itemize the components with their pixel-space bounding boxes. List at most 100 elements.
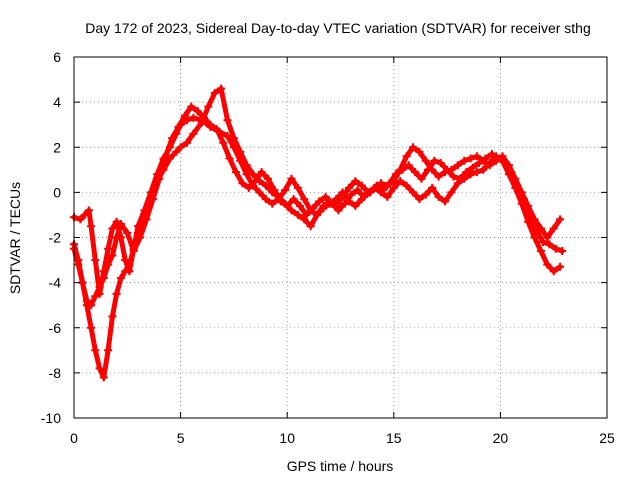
data-point-marker <box>430 156 439 165</box>
data-point-marker <box>543 260 552 269</box>
data-point-marker <box>104 244 113 253</box>
data-point-marker <box>449 172 458 181</box>
data-point-marker <box>104 346 113 355</box>
data-point-marker <box>551 244 560 253</box>
data-point-marker <box>532 226 541 235</box>
data-point-marker <box>347 190 356 199</box>
axis-ticks <box>73 56 608 419</box>
data-point-marker <box>219 138 228 147</box>
data-point-marker <box>183 138 191 147</box>
data-point-marker <box>460 156 469 165</box>
data-point-marker <box>264 174 272 183</box>
data-point-marker <box>530 233 539 242</box>
series-track-c <box>70 102 567 310</box>
x-tick-label: 20 <box>493 430 509 446</box>
data-point-marker <box>121 256 130 265</box>
data-point-marker <box>351 177 360 186</box>
data-point-marker <box>116 274 125 283</box>
data-point-marker <box>244 183 253 192</box>
x-tick-label: 5 <box>177 430 185 446</box>
data-point-marker <box>238 179 247 188</box>
data-point-marker <box>306 222 315 231</box>
data-point-marker <box>402 181 411 190</box>
data-point-marker <box>125 260 134 269</box>
data-point-marker <box>385 179 394 188</box>
data-point-marker <box>206 120 215 129</box>
data-point-marker <box>391 170 400 179</box>
data-point-marker <box>276 197 285 206</box>
data-point-marker <box>91 292 100 301</box>
data-point-marker <box>441 197 449 206</box>
y-tick-label: -8 <box>49 365 62 381</box>
data-point-marker <box>366 188 375 197</box>
data-point-marker <box>129 247 138 255</box>
data-point-marker <box>494 154 503 163</box>
data-point-marker <box>108 251 117 260</box>
data-point-marker <box>328 199 336 208</box>
data-point-marker <box>223 116 232 125</box>
data-point-marker <box>455 174 464 183</box>
data-point-marker <box>287 174 296 183</box>
data-point-marker <box>507 168 516 177</box>
y-axis-label: SDTVAR / TECUs <box>7 182 23 294</box>
data-point-marker <box>453 161 462 170</box>
data-point-marker <box>479 165 488 174</box>
data-point-marker <box>383 192 392 201</box>
data-point-marker <box>296 201 304 210</box>
data-point-marker <box>261 181 270 190</box>
data-point-marker <box>549 224 558 233</box>
data-point-marker <box>161 152 170 161</box>
data-point-marker <box>76 215 85 224</box>
data-point-marker <box>436 159 445 167</box>
data-point-marker <box>556 262 565 271</box>
data-point-marker <box>108 224 117 233</box>
data-point-marker <box>338 188 347 197</box>
data-point-marker <box>526 210 535 219</box>
data-point-marker <box>217 84 226 93</box>
plot-area <box>70 84 567 382</box>
data-point-marker <box>487 150 496 158</box>
data-point-marker <box>500 159 509 167</box>
data-point-marker <box>99 373 108 382</box>
data-point-marker <box>319 204 328 213</box>
y-tick-label: 2 <box>53 139 61 155</box>
data-point-marker <box>189 113 198 122</box>
data-point-marker <box>91 256 100 265</box>
data-point-marker <box>417 174 426 183</box>
data-point-marker <box>372 181 381 190</box>
data-point-marker <box>155 174 164 183</box>
data-point-marker <box>212 125 221 134</box>
data-point-marker <box>421 156 430 165</box>
y-tick-label: -2 <box>49 230 62 246</box>
data-point-marker <box>281 186 290 195</box>
data-point-marker <box>475 159 484 167</box>
data-point-marker <box>82 296 91 305</box>
data-point-marker <box>74 260 83 269</box>
data-point-marker <box>257 168 266 177</box>
data-point-marker <box>142 215 151 224</box>
data-point-marker <box>168 134 177 143</box>
data-point-marker <box>172 147 181 156</box>
data-point-marker <box>543 233 552 242</box>
data-point-marker <box>210 89 219 98</box>
data-point-marker <box>104 260 113 269</box>
data-point-marker <box>204 102 213 111</box>
data-point-marker <box>87 222 96 231</box>
data-point-marker <box>409 188 417 197</box>
x-tick-label: 0 <box>70 430 78 446</box>
data-point-marker <box>315 197 324 206</box>
data-point-marker <box>300 195 309 204</box>
data-point-marker <box>398 165 407 174</box>
data-point-marker <box>556 215 565 224</box>
y-tick-label: -10 <box>41 410 61 426</box>
data-point-marker <box>428 183 437 192</box>
data-point-marker <box>558 247 567 255</box>
data-point-marker <box>123 229 132 237</box>
data-point-marker <box>268 199 277 208</box>
y-tick-label: 0 <box>53 184 61 200</box>
data-point-marker <box>353 186 362 195</box>
data-point-marker <box>108 312 117 321</box>
data-point-marker <box>180 111 189 120</box>
data-point-marker <box>134 222 142 231</box>
